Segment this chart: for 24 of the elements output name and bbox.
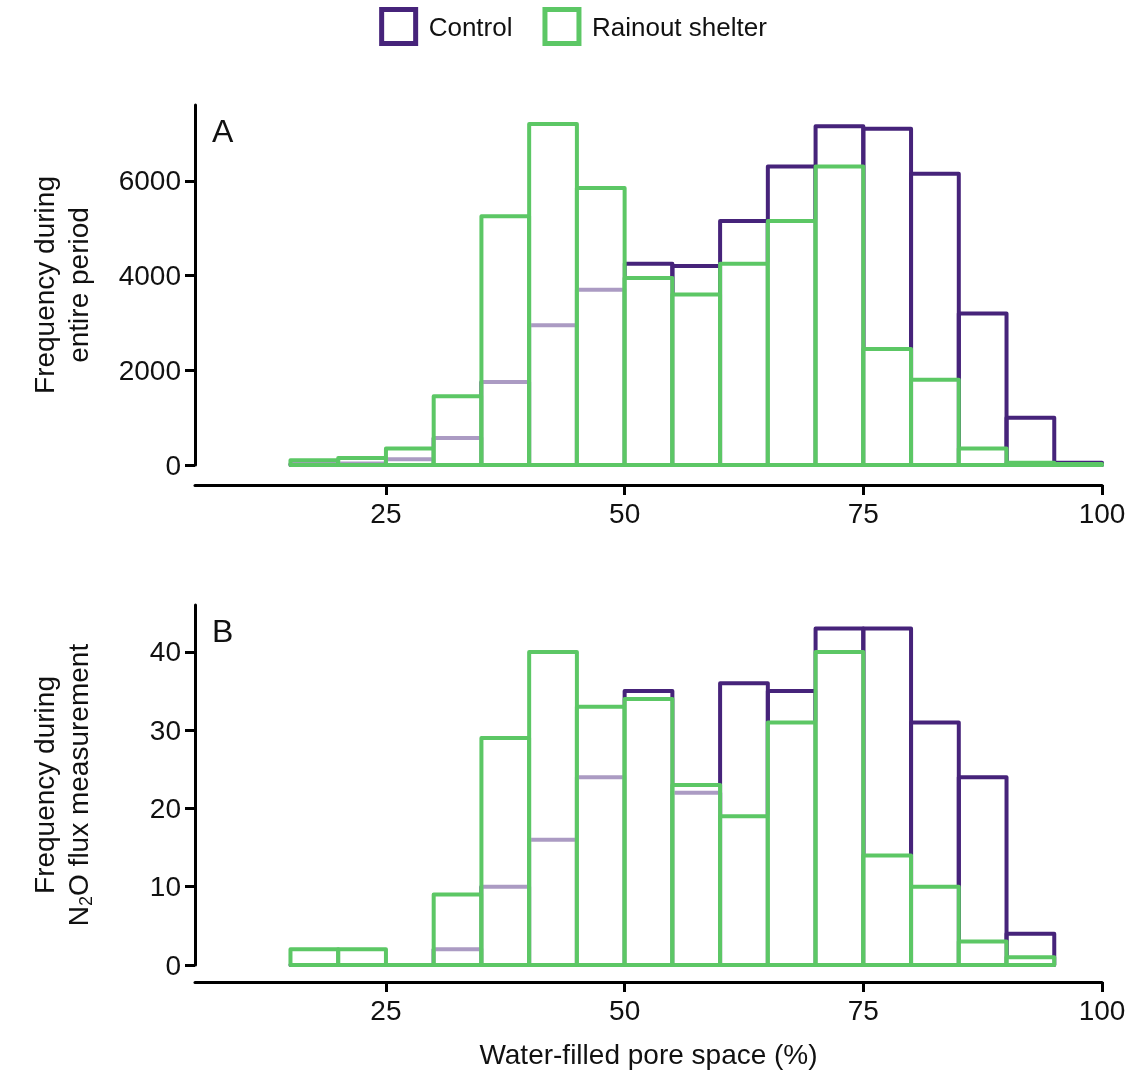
x-tick-label: 100: [1078, 497, 1126, 529]
y-tick-label: 2000: [118, 354, 181, 386]
y-axis-title: Frequency during N2O flux measurement: [28, 643, 96, 927]
x-tick-label: 25: [370, 497, 402, 529]
y-tick-label: 40: [149, 636, 181, 668]
y-tick-label: 0: [165, 949, 181, 981]
legend-label: Rainout shelter: [591, 11, 768, 42]
chart-title: A: [212, 113, 234, 149]
y-tick-label: 20: [149, 792, 181, 824]
x-tick-label: 75: [847, 497, 879, 529]
legend-label: Control: [428, 11, 513, 42]
y-tick-label: 4000: [118, 260, 181, 292]
y-tick-label: 30: [149, 714, 181, 746]
y-tick-label: 0: [165, 449, 181, 481]
x-tick-label: 25: [370, 994, 402, 1026]
y-axis-title: Frequency during entire period: [28, 176, 94, 394]
x-tick-label: 100: [1078, 994, 1126, 1026]
y-tick-label: 6000: [118, 165, 181, 197]
x-axis-title: Water-filled pore space (%): [479, 1038, 818, 1070]
x-tick-label: 50: [609, 994, 641, 1026]
x-tick-label: 50: [609, 497, 641, 529]
y-tick-label: 10: [149, 871, 181, 903]
chart-title: B: [212, 613, 234, 649]
x-tick-label: 75: [847, 994, 879, 1026]
